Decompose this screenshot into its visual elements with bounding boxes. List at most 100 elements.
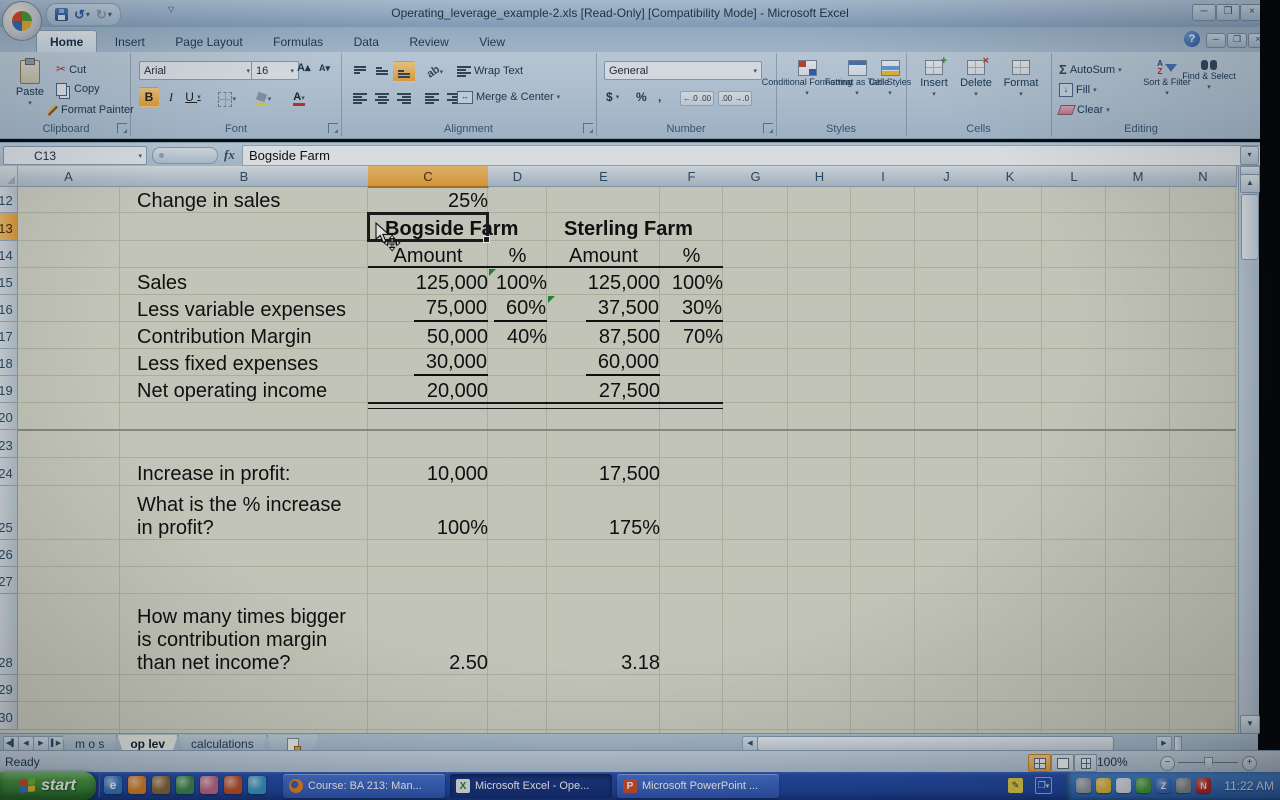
align-bottom-button[interactable] [393,61,415,82]
orientation-button[interactable]: ab ▾ [424,62,444,81]
row-header-16[interactable]: 16 [0,295,18,322]
excel-shortcut-icon[interactable] [176,776,194,794]
vertical-scrollbar[interactable]: ▲ ▼ [1238,166,1260,734]
row-header-20[interactable]: 20 [0,403,18,430]
cell-F17[interactable]: 70% [682,326,723,348]
tab-page-layout[interactable]: Page Layout [175,35,243,49]
merge-center-button[interactable]: ↔ Merge & Center ▾ [457,91,560,104]
insert-cells-button[interactable]: + Insert ▾ [920,55,948,99]
row-header-12[interactable]: 12 [0,186,18,213]
cell-C13[interactable]: Bogside Farm [385,218,519,240]
accounting-format-button[interactable]: $ ▾ [606,90,620,104]
column-header-D[interactable]: D [488,166,548,187]
cell-E25[interactable]: 175% [608,517,660,539]
row-header-19[interactable]: 19 [0,376,18,403]
cell-B28[interactable]: How many times bigger is contribution ma… [137,606,346,674]
number-dialog-launcher-icon[interactable] [763,123,773,133]
cell-B24[interactable]: Increase in profit: [137,463,291,485]
cell-C14[interactable]: Amount [393,245,463,267]
zoom-in-button[interactable]: + [1242,756,1257,771]
next-sheet-button[interactable]: ▶ [33,736,49,751]
cell-F14[interactable]: % [682,245,701,267]
cell-B15[interactable]: Sales [137,272,188,294]
column-header-J[interactable]: J [915,166,979,187]
redo-button[interactable]: ↻ ▾ [96,8,112,21]
tab-split-handle[interactable] [1174,736,1182,751]
row-header-18[interactable]: 18 [0,349,18,376]
underline-button[interactable]: U ▾ [185,90,201,104]
keys-app-icon[interactable] [200,776,218,794]
cell-E24[interactable]: 17,500 [598,463,660,485]
tab-formulas[interactable]: Formulas [273,35,324,49]
normal-view-button[interactable] [1028,754,1051,772]
column-header-E[interactable]: E [547,166,661,187]
cell-B17[interactable]: Contribution Margin [137,326,312,348]
conditional-formatting-button[interactable]: Conditional Formatting ▾ [762,60,852,98]
cell-D15[interactable]: 100% [495,272,547,294]
cell-C24[interactable]: 10,000 [426,463,488,485]
find-select-button[interactable]: Find & Select ▾ [1182,60,1236,92]
norton-icon[interactable]: N [1196,778,1211,793]
format-cells-button[interactable]: Format ▾ [1000,60,1042,99]
column-header-A[interactable]: A [17,166,121,187]
formula-input[interactable]: Bogside Farm [242,145,1264,166]
start-button[interactable]: start [0,772,96,800]
row-header-13[interactable]: 13 [0,213,18,241]
row-header-24[interactable]: 24 [0,458,18,486]
media-app-icon[interactable] [152,776,170,794]
font-color-button[interactable]: A ▾ [289,88,309,108]
fill-color-button[interactable]: ▾ [253,89,273,109]
cell-F15[interactable]: 100% [671,272,723,294]
clipboard-dialog-launcher-icon[interactable] [117,123,127,133]
cell-E15[interactable]: 125,000 [587,272,660,294]
percent-style-button[interactable]: % [636,90,647,104]
row-header-17[interactable]: 17 [0,322,18,349]
paste-button[interactable]: Paste ▾ [10,58,50,108]
previous-sheet-button[interactable]: ◀ [18,736,34,751]
name-box[interactable]: C13 ▾ [3,146,147,165]
font-size-select[interactable]: 16 ▾ [251,61,299,80]
column-header-C[interactable]: C [368,166,489,188]
firefox-icon[interactable] [128,776,146,794]
cell-C19[interactable]: 20,000 [426,380,488,402]
align-middle-button[interactable] [371,61,393,82]
wrap-text-button[interactable]: Wrap Text [457,65,523,78]
column-header-H[interactable]: H [788,166,852,187]
cell-C15[interactable]: 125,000 [415,272,488,294]
column-header-L[interactable]: L [1042,166,1107,187]
decrease-decimal-button[interactable]: .00 →.0 [718,91,753,106]
cell-C12[interactable]: 25% [447,190,488,212]
tab-view[interactable]: View [479,35,505,49]
shield-update-icon[interactable] [1096,778,1111,793]
row-header-23[interactable]: 23 [0,430,18,458]
increase-decimal-button[interactable]: ←.0 .00 [680,91,715,106]
cell-C16[interactable]: 75,000 [368,295,495,324]
zoom-slider-handle[interactable] [1204,757,1213,769]
cell-B19[interactable]: Net operating income [137,380,328,402]
row-header-29[interactable]: 29 [0,675,18,702]
globe-icon[interactable] [1076,778,1091,793]
grow-font-button[interactable]: A▴ [297,62,311,74]
cell-C17[interactable]: 50,000 [426,326,488,348]
taskbar-window-firefox[interactable]: Course: BA 213: Man... [283,774,445,798]
cell-E19[interactable]: 27,500 [598,380,660,402]
undo-button[interactable]: ↺ ▾ [74,8,90,21]
expand-formula-bar-button[interactable]: ▾ [1240,146,1259,165]
office-button[interactable] [2,1,42,41]
autosum-button[interactable]: Σ AutoSum ▾ [1059,62,1122,77]
scroll-left-button[interactable]: ◀ [742,736,758,751]
cell-D14[interactable]: % [508,245,527,267]
zoom-out-button[interactable]: − [1160,756,1175,771]
cell-C28[interactable]: 2.50 [449,652,488,674]
sheet-tab-m-o-s[interactable]: m o s [62,735,117,753]
align-top-button[interactable] [349,61,371,82]
align-left-button[interactable] [349,87,371,108]
cell-C25[interactable]: 100% [436,517,488,539]
page-layout-view-button[interactable] [1051,754,1074,772]
tab-insert[interactable]: Insert [114,35,145,49]
cell-B18[interactable]: Less fixed expenses [137,353,319,375]
taskbar-window-excel[interactable]: X Microsoft Excel - Ope... [450,774,612,798]
cell-E28[interactable]: 3.18 [621,652,660,674]
cell-B16[interactable]: Less variable expenses [137,299,347,321]
